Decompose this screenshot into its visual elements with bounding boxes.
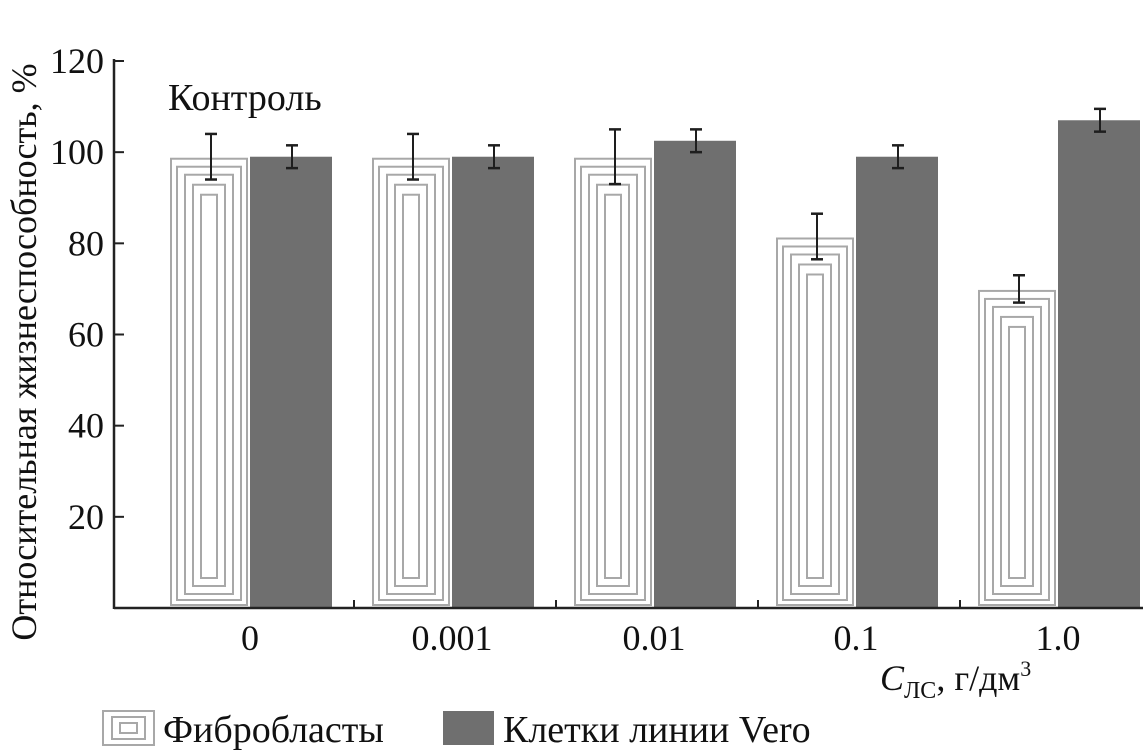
bar-fibroblasts-1-0-ring-2 — [992, 305, 1042, 595]
legend: Фибробласты Клетки линии Vero — [102, 709, 811, 751]
error-bar-fibroblasts-0 — [205, 132, 217, 181]
bar-vero-0 — [250, 156, 332, 608]
bar-vero-0-001 — [452, 156, 534, 608]
error-bar-fibroblasts-0-1 — [811, 212, 823, 261]
y-tick-label-20: 20 — [68, 497, 104, 537]
bar-vero-0-1 — [856, 156, 938, 608]
bar-fibroblasts-0-1-ring-1 — [782, 245, 848, 602]
y-tick-label-120: 120 — [50, 41, 104, 81]
bar-fibroblasts-0-001 — [372, 157, 450, 606]
axes: 0 0.001 0.01 0.1 1.0 20 40 60 80 100 120 — [50, 41, 1143, 658]
legend-item-vero: Клетки линии Vero — [443, 709, 811, 751]
error-bar-vero-0 — [286, 144, 298, 170]
legend-swatch-vero — [443, 711, 494, 745]
bar-fibroblasts-0-1 — [776, 237, 854, 607]
legend-swatch-fibroblasts — [102, 710, 155, 746]
bar-fibroblasts-0-01 — [574, 157, 652, 606]
plot-area — [170, 107, 1140, 609]
bar-fibroblasts-0-01-ring-3 — [596, 183, 630, 587]
bar-fibroblasts-0-1-ring-0 — [776, 237, 854, 607]
x-axis-title-sup: 3 — [1020, 656, 1031, 681]
error-bar-fibroblasts-0-01 — [609, 128, 621, 186]
bar-fibroblasts-0-01-ring-4 — [604, 193, 622, 579]
x-tick-label-1-0: 1.0 — [1036, 618, 1081, 658]
x-tick-label-0-01: 0.01 — [623, 618, 686, 658]
error-bar-fibroblasts-0-001 — [407, 132, 419, 181]
annotation-control: Контроль — [168, 77, 322, 119]
bar-fibroblasts-0-001-ring-0 — [372, 157, 450, 606]
bar-fibroblasts-0-001-ring-4 — [402, 193, 420, 579]
error-bar-vero-0-01 — [690, 128, 702, 154]
legend-label-fibroblasts: Фибробласты — [163, 709, 384, 751]
bar-fibroblasts-1-0-ring-4 — [1008, 325, 1026, 579]
bar-fibroblasts-0-01-ring-0 — [574, 157, 652, 606]
bar-fibroblasts-0 — [170, 157, 248, 606]
bar-fibroblasts-0-1-ring-4 — [806, 273, 824, 579]
bar-fibroblasts-0-1-ring-3 — [798, 263, 832, 587]
error-bar-vero-0-001 — [488, 144, 500, 170]
bar-fibroblasts-0-001-ring-1 — [378, 165, 444, 601]
y-tick-label-80: 80 — [68, 223, 104, 263]
error-bar-vero-0-1 — [892, 144, 904, 170]
x-tick-label-0: 0 — [241, 618, 259, 658]
bar-fibroblasts-0-ring-2 — [184, 173, 234, 595]
bar-fibroblasts-0-1-ring-2 — [790, 253, 840, 596]
bar-fibroblasts-0-ring-1 — [176, 165, 242, 601]
bar-fibroblasts-0-ring-4 — [200, 193, 218, 579]
y-tick-label-40: 40 — [68, 406, 104, 446]
error-bar-fibroblasts-1-0 — [1013, 273, 1025, 304]
y-tick-label-100: 100 — [50, 132, 104, 172]
x-axis-title: CЛС, г/дм3 — [880, 656, 1031, 704]
x-axis-title-sub: ЛС — [904, 678, 936, 704]
y-tick-label-60: 60 — [68, 315, 104, 355]
error-bar-vero-1-0 — [1094, 107, 1106, 133]
x-tick-label-0-001: 0.001 — [412, 618, 493, 658]
x-axis-title-rest: , г/дм — [936, 658, 1020, 698]
bar-fibroblasts-0-01-ring-2 — [588, 173, 638, 595]
bar-fibroblasts-0-ring-0 — [170, 157, 248, 606]
bar-fibroblasts-0-ring-3 — [192, 183, 226, 587]
bar-fibroblasts-1-0-ring-1 — [984, 297, 1050, 601]
legend-swatch-fibroblasts-inner-2 — [119, 722, 138, 734]
bar-fibroblasts-1-0-ring-3 — [1000, 315, 1034, 587]
legend-item-fibroblasts: Фибробласты — [102, 709, 384, 751]
bar-fibroblasts-1-0 — [978, 289, 1056, 606]
x-axis-title-main: C — [880, 658, 905, 698]
y-axis-title: Относительная жизнеспособность, % — [4, 63, 44, 640]
bar-fibroblasts-1-0-ring-0 — [978, 289, 1056, 606]
bar-fibroblasts-0-001-ring-3 — [394, 183, 428, 587]
bar-fibroblasts-0-001-ring-2 — [386, 173, 436, 595]
bar-vero-0-01 — [654, 140, 736, 609]
bar-fibroblasts-0-01-ring-1 — [580, 165, 646, 601]
bar-vero-1-0 — [1058, 120, 1140, 608]
x-tick-label-0-1: 0.1 — [834, 618, 879, 658]
legend-label-vero: Клетки линии Vero — [503, 709, 811, 751]
legend-swatch-fibroblasts-inner-1 — [111, 716, 146, 740]
